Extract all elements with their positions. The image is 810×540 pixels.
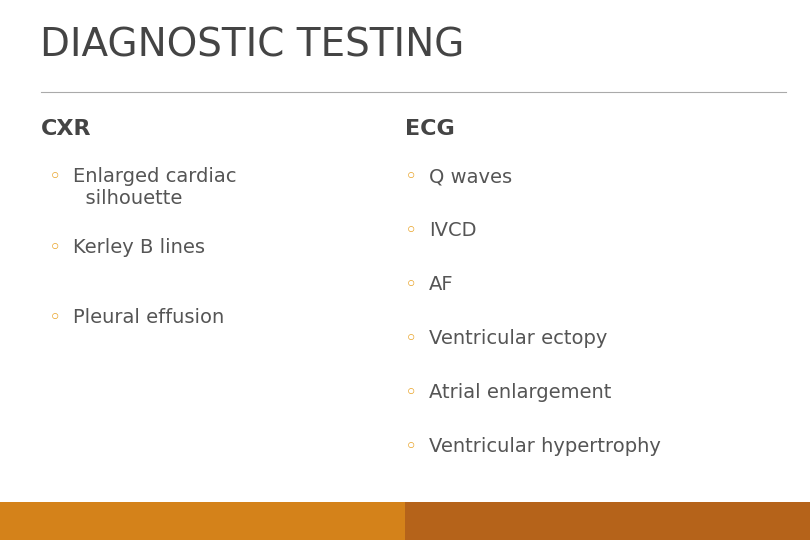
Text: Atrial enlargement: Atrial enlargement (429, 383, 612, 402)
Text: Enlarged cardiac
  silhouette: Enlarged cardiac silhouette (73, 167, 237, 208)
Text: ◦: ◦ (49, 308, 61, 328)
Text: ECG: ECG (405, 119, 454, 139)
Text: Ventricular hypertrophy: Ventricular hypertrophy (429, 437, 661, 456)
Text: ◦: ◦ (405, 221, 417, 241)
Text: AF: AF (429, 275, 454, 294)
Bar (405, 502, 810, 540)
Text: ◦: ◦ (405, 167, 417, 187)
Text: DIAGNOSTIC TESTING: DIAGNOSTIC TESTING (40, 27, 465, 65)
Text: ◦: ◦ (405, 437, 417, 457)
Text: Kerley B lines: Kerley B lines (73, 238, 205, 256)
Text: Pleural effusion: Pleural effusion (73, 308, 224, 327)
Text: ◦: ◦ (405, 275, 417, 295)
Text: ◦: ◦ (49, 238, 61, 258)
Text: Ventricular ectopy: Ventricular ectopy (429, 329, 608, 348)
Text: ◦: ◦ (405, 329, 417, 349)
Text: ◦: ◦ (49, 167, 61, 187)
Text: ◦: ◦ (405, 383, 417, 403)
Bar (0, 502, 405, 540)
Text: IVCD: IVCD (429, 221, 477, 240)
Text: CXR: CXR (40, 119, 91, 139)
Text: Q waves: Q waves (429, 167, 513, 186)
